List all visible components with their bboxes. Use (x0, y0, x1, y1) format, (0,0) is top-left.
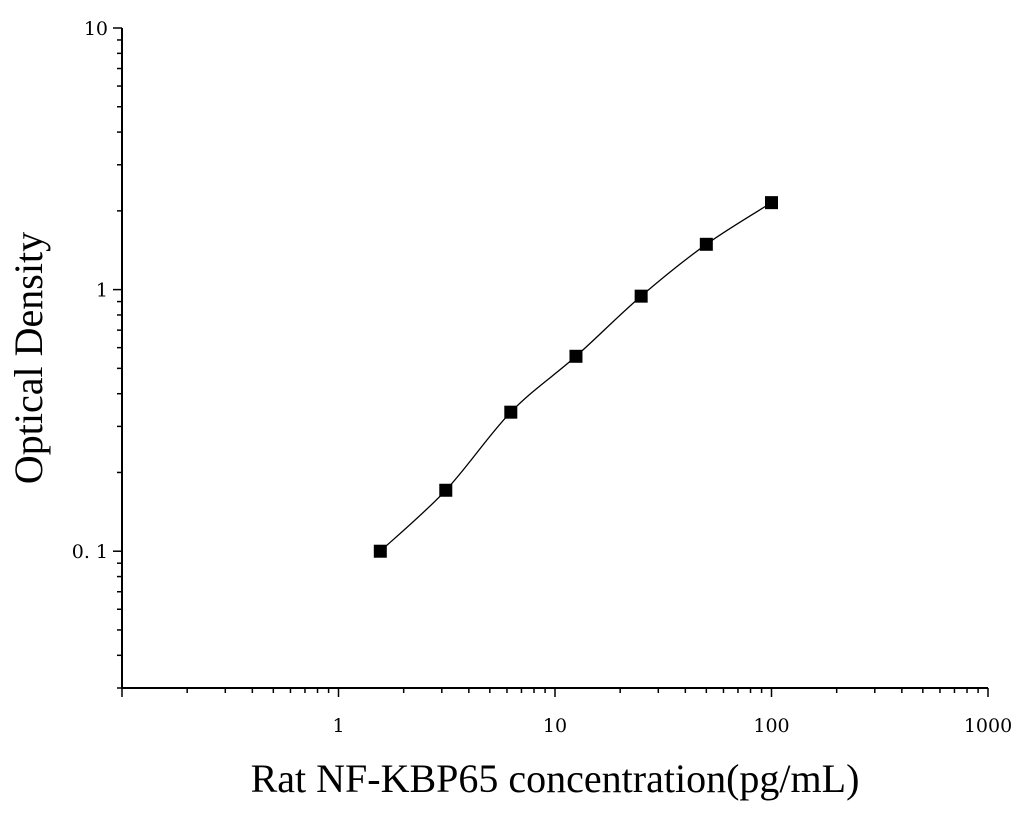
data-point (504, 405, 518, 419)
fit-curve-layer (379, 202, 772, 552)
ticks: 1 10 100 1000 0. 1 1 10 (72, 18, 1012, 737)
x-tick-label: 1 (332, 715, 344, 737)
x-tick-label: 1000 (964, 715, 1012, 737)
y-tick-label: 10 (84, 18, 108, 40)
data-point (569, 349, 583, 363)
x-tick-label: 10 (543, 715, 567, 737)
x-tick-label: 100 (753, 715, 789, 737)
axes (121, 28, 988, 689)
data-point (373, 544, 387, 558)
data-point (699, 237, 713, 251)
y-axis-title: Optical Density (6, 232, 51, 484)
data-point (634, 289, 648, 303)
data-points (373, 196, 778, 558)
fit-curve (379, 202, 772, 552)
data-point (439, 483, 453, 497)
x-axis-title: Rat NF-KBP65 concentration(pg/mL) (251, 756, 860, 801)
y-tick-label: 0. 1 (72, 541, 108, 563)
y-tick-label: 1 (96, 280, 108, 302)
data-point (765, 196, 778, 210)
